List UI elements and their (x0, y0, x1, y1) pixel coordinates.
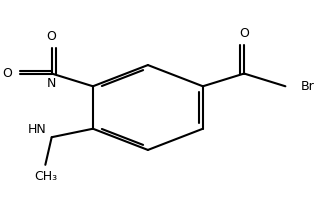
Text: O: O (2, 67, 12, 80)
Text: Br: Br (301, 80, 315, 93)
Text: CH₃: CH₃ (34, 170, 57, 183)
Text: HN: HN (28, 123, 47, 136)
Text: N: N (47, 77, 56, 90)
Text: O: O (47, 30, 57, 43)
Text: O: O (239, 27, 249, 40)
